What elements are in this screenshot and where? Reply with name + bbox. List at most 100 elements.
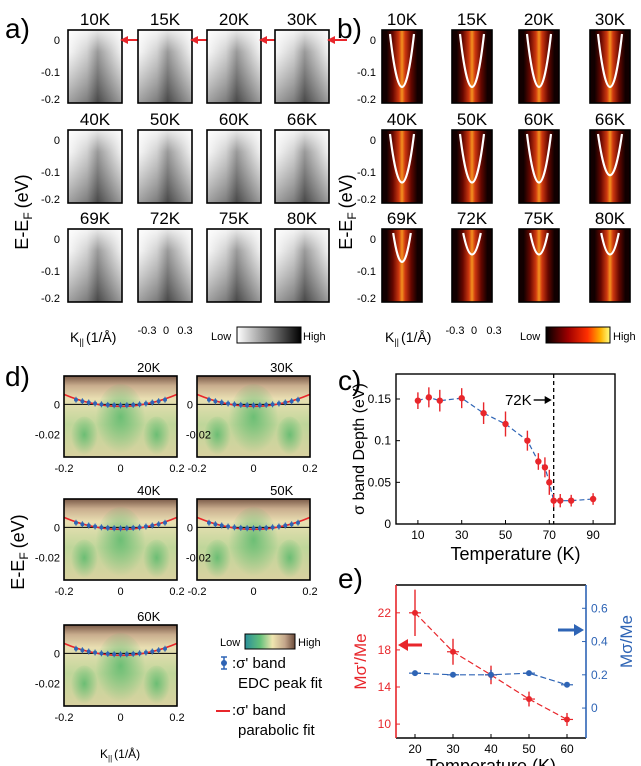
panel-d-xlabel-unit: (1/Å) (114, 746, 140, 761)
svg-text:K||(1/Å): K|| (1/Å) (100, 746, 140, 763)
panel-a-y-axis-title: E-EF (eV) (12, 174, 35, 249)
spectrum-frame (274, 29, 330, 104)
panel-d-colorbar: Low High (220, 633, 321, 650)
spectrum-frame (137, 29, 193, 104)
panel-d-xtick: 0.2 (302, 463, 317, 475)
panel-a-xtick: 0.3 (177, 325, 192, 337)
panel-d-xtick: -0.2 (55, 712, 74, 724)
spectrum-frame (206, 129, 262, 204)
data-point (414, 397, 422, 404)
edc-fit-point (270, 402, 275, 407)
panel-d-xtick: 0 (250, 463, 256, 475)
panel_b-ytick: -0.1 (357, 266, 376, 278)
legend-parabolic-label2: parabolic fit (238, 722, 316, 739)
spectrum-shade (275, 130, 329, 203)
edc-fit-point (163, 520, 167, 525)
panel-d-ytick: -0.02 (35, 552, 60, 564)
panel_b-ytick: -0.1 (357, 67, 376, 79)
x-tick-label: 30 (455, 528, 469, 542)
panel_a-spectrum-80K: 80K (274, 209, 330, 303)
edc-fit-point (80, 522, 85, 527)
edc-fit-point (276, 401, 281, 406)
panel_a-temp-label: 69K (80, 209, 111, 228)
curvature-frame (63, 498, 178, 581)
svg-text:E-EF(eV): E-EF (eV) (336, 174, 359, 249)
panel-d-ytick: 0 (187, 522, 193, 534)
x-tick-label: 40 (484, 742, 498, 756)
panel_a-temp-label: 30K (287, 10, 318, 29)
panel-b-x-ticks: -0.3 0 0.3 (446, 325, 502, 337)
panel-d-ytick: 0 (187, 399, 193, 411)
left-axis-arrow-head (398, 639, 408, 651)
panel_b-ytick: -0.1 (357, 167, 376, 179)
panel-d-temp-label: 40K (137, 483, 160, 498)
edc-fit-point (99, 525, 104, 530)
panel-b-ylabel: E-E (336, 220, 356, 250)
panel_a-ytick: 0 (54, 234, 60, 246)
panel_a-spectrum-66K: 66K (274, 110, 330, 204)
y-tick-label: 0 (384, 517, 391, 531)
edc-fit-point (105, 402, 110, 407)
panel-d-curvature-maps: 20K 0 -0.02 -0.2 0 0.2 30K 0 -0.02 -0.2 0 0.2 40K 0 -0… (35, 360, 318, 724)
panel_b-temp-label: 30K (595, 10, 626, 29)
panel_b-temp-label: 10K (387, 10, 418, 29)
panel-b-arpes-grid: 0 -0.1 -0.2 10K 15K 20K 30K 0 -0.1 -0.2 40K 50K 60K 6… (357, 10, 631, 305)
panel_a-spectrum-10K: 10K (67, 10, 140, 104)
edc-fit-point (80, 399, 85, 404)
panel-d-xtick: 0.2 (302, 586, 317, 598)
y-left-tick-label: 10 (378, 717, 392, 731)
panel_b-temp-label: 72K (457, 209, 488, 228)
y-left-tick-label: 14 (378, 680, 392, 694)
edc-fit-point (105, 651, 110, 656)
panel_a-temp-label: 72K (150, 209, 181, 228)
spectrum-frame (518, 29, 560, 104)
edc-fit-point (74, 646, 78, 651)
panel_a-spectrum-20K: 20K (206, 10, 279, 104)
panel-b-ylabel-sub: F (345, 212, 359, 219)
edc-fit-point (219, 523, 224, 528)
parabolic-fit-curve (525, 33, 553, 88)
spectrum-frame (381, 228, 423, 303)
edc-fit-point (276, 524, 281, 529)
spectrum-shade (138, 229, 192, 302)
curvature-green-lobe (143, 665, 171, 706)
panel_b-temp-label: 80K (595, 209, 626, 228)
parabolic-fit-curve (600, 232, 620, 256)
edc-fit-point (270, 525, 275, 530)
edc-fit-point (131, 525, 136, 530)
parabolic-fit-curve (596, 33, 624, 88)
spectrum-frame (67, 29, 123, 104)
panel_b-temp-label: 69K (387, 209, 418, 228)
panel_b-ytick: 0 (370, 135, 376, 147)
edc-fit-point (137, 525, 142, 530)
curvature-green-lobe (203, 539, 231, 580)
spectrum-shade (68, 130, 122, 203)
edc-fit-point (257, 403, 262, 408)
edc-fit-point (150, 649, 155, 654)
fermi-arrow-head (190, 36, 198, 44)
panel_b-spectrum-69K: 69K (381, 209, 423, 303)
data-point (550, 497, 557, 504)
panel_a-spectrum-40K: 40K (67, 110, 123, 204)
spectrum-frame (589, 29, 631, 104)
y-left-tick-label: 18 (378, 643, 392, 657)
panel-b-xtick: 0.3 (486, 325, 501, 337)
panel-b-xtick: -0.3 (446, 325, 465, 337)
legend-edc-peak-fit: :σ' band EDC peak fit (221, 655, 323, 692)
x-tick-label: 10 (411, 528, 425, 542)
panel-d-ylabel: E-E (8, 560, 28, 590)
edc-fit-point (245, 526, 250, 531)
panel-d-colorbar-low: Low (220, 637, 240, 649)
panel-d-xtick: 0.2 (169, 712, 184, 724)
panel-c-band-depth-chart: 10 30 50 70 90 0 0.05 0.1 0.15 72K Temperature (K)… (351, 373, 616, 564)
parabolic-fit-curve (388, 33, 416, 88)
panel-b-y-axis-title: E-EF (eV) (336, 174, 359, 249)
panel-d-ytick: 0 (54, 399, 60, 411)
panel-d-map-30K: 30K 0 -0.02 -0.2 0 0.2 (186, 360, 318, 475)
spectrum-frame (518, 129, 560, 204)
curvature-frame (196, 498, 311, 581)
series-line (414, 612, 568, 720)
edc-fit-point (238, 525, 243, 530)
edc-fit-point (93, 401, 98, 406)
